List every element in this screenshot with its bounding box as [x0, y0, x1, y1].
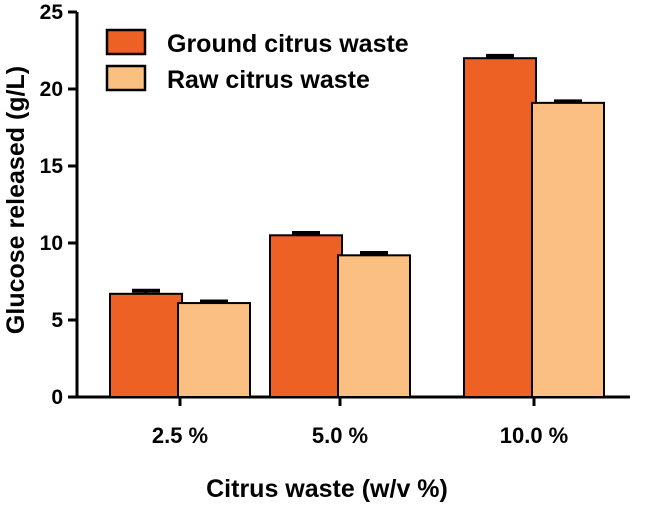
y-tick-label: 25 [40, 1, 64, 24]
y-tick-label: 15 [40, 155, 64, 178]
legend: Ground citrus waste Raw citrus waste [105, 28, 409, 94]
bar-ground [109, 292, 183, 399]
x-tick-label: 10.0 % [500, 423, 569, 448]
legend-swatch [105, 64, 147, 92]
y-tick-label: 20 [40, 78, 63, 101]
x-tick-label: 5.0 % [312, 423, 368, 448]
x-axis-title: Citrus waste (w/v %) [206, 475, 448, 503]
bar-raw [177, 302, 251, 398]
y-tick-label: 0 [51, 386, 63, 409]
bar-raw [337, 254, 411, 398]
x-tick-label: 2.5 % [152, 423, 208, 448]
legend-label: Raw citrus waste [167, 66, 370, 94]
y-tick-label: 5 [51, 309, 63, 332]
bar-ground [269, 234, 343, 398]
y-tick-label: 10 [40, 232, 63, 255]
y-axis-title: Glucose released (g/L) [2, 66, 30, 334]
bar-raw [531, 101, 605, 399]
bars [109, 53, 605, 399]
legend-swatch [105, 28, 147, 56]
bar-ground [463, 57, 537, 398]
ticks: 0 5 10 15 20 25 2.5 % 5.0 % 10.0 % [40, 1, 569, 448]
legend-label: Ground citrus waste [167, 30, 409, 58]
